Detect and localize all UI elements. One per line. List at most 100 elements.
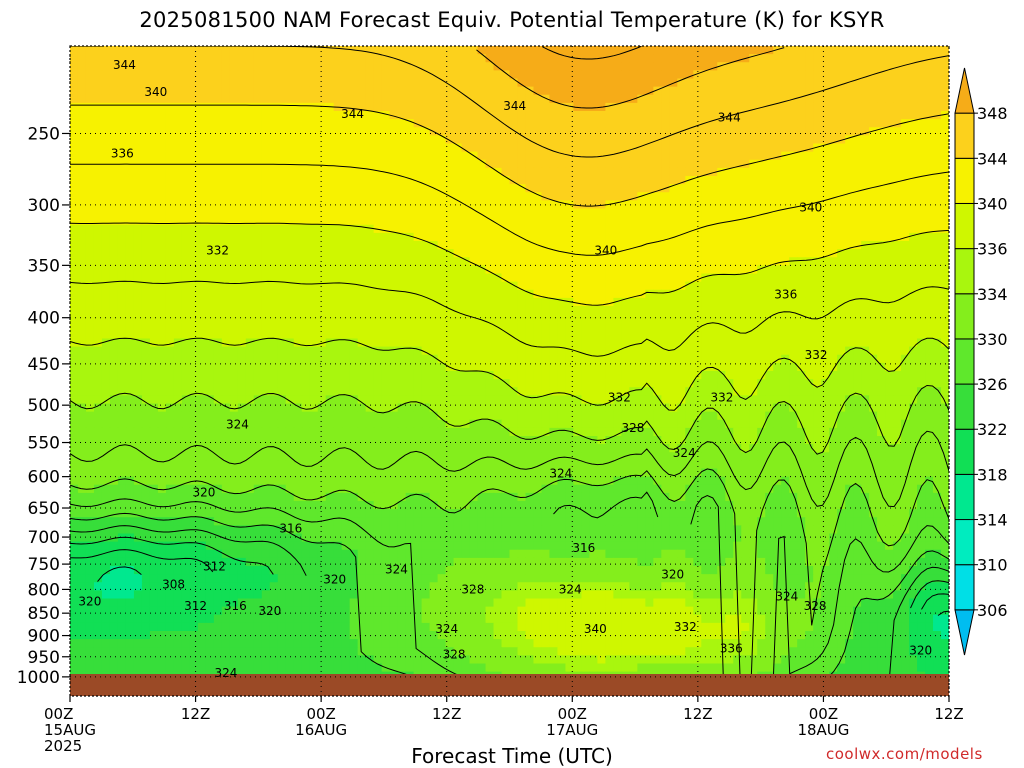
field-cell [349, 135, 359, 145]
field-cell [70, 371, 79, 380]
field-cell [877, 330, 886, 340]
field-cell [589, 273, 598, 283]
field-cell [861, 176, 870, 185]
field-cell [845, 119, 854, 128]
field-cell [429, 403, 439, 413]
field-cell [85, 281, 95, 291]
field-cell [365, 249, 375, 258]
field-cell [317, 192, 327, 201]
field-cell [933, 151, 942, 161]
field-cell [461, 127, 471, 136]
field-cell [293, 403, 303, 413]
field-cell [757, 151, 766, 161]
field-cell [621, 102, 630, 112]
field-cell [493, 143, 503, 153]
field-cell [117, 338, 127, 348]
field-cell [149, 265, 159, 275]
field-cell [221, 241, 231, 250]
field-cell [901, 46, 910, 55]
field-cell [213, 176, 223, 185]
field-cell [885, 143, 894, 153]
field-cell [885, 241, 894, 250]
field-cell [725, 159, 734, 169]
field-cell [485, 159, 495, 169]
field-cell [165, 135, 175, 145]
field-cell [253, 249, 263, 258]
field-cell [437, 200, 447, 210]
field-cell [413, 167, 423, 177]
field-cell [861, 86, 870, 96]
field-cell [429, 86, 439, 96]
field-cell [325, 297, 335, 307]
field-cell [405, 387, 415, 396]
field-cell [325, 281, 335, 291]
field-cell [893, 297, 902, 307]
field-cell [573, 265, 583, 275]
field-cell [149, 411, 159, 421]
field-cell [181, 314, 191, 323]
field-cell [77, 387, 87, 396]
field-cell [405, 111, 415, 120]
field-cell [525, 192, 535, 201]
field-cell [85, 346, 95, 356]
field-cell [533, 167, 543, 177]
field-cell [669, 54, 678, 63]
field-cell [213, 338, 223, 348]
field-cell [349, 208, 359, 218]
field-cell [221, 94, 231, 104]
field-cell [285, 411, 295, 421]
field-cell [549, 184, 559, 193]
field-cell [765, 232, 774, 242]
field-cell [197, 379, 207, 388]
field-cell [525, 346, 535, 356]
field-cell [437, 70, 447, 80]
field-cell [749, 200, 758, 210]
field-cell [813, 265, 822, 275]
field-cell [325, 62, 335, 71]
field-cell [773, 54, 782, 63]
field-cell [669, 176, 678, 185]
field-cell [509, 395, 519, 405]
field-cell [797, 159, 806, 169]
field-cell [517, 346, 527, 356]
field-cell [189, 111, 199, 120]
field-cell [261, 249, 271, 258]
field-cell [325, 159, 335, 169]
field-cell [317, 411, 327, 421]
field-cell [645, 70, 654, 80]
field-cell [885, 167, 894, 177]
field-cell [637, 297, 646, 307]
field-cell [269, 273, 279, 283]
field-cell [445, 135, 455, 145]
field-cell [725, 94, 734, 104]
field-cell [789, 70, 798, 80]
field-cell [829, 167, 838, 177]
field-cell [893, 62, 902, 71]
field-cell [693, 395, 702, 405]
field-cell [853, 289, 862, 299]
field-cell [661, 265, 670, 275]
field-cell [741, 338, 750, 348]
field-cell [117, 94, 127, 104]
field-cell [101, 306, 111, 315]
field-cell [653, 403, 662, 413]
field-cell [941, 314, 949, 323]
field-cell [165, 281, 175, 291]
field-cell [589, 387, 598, 396]
field-cell [93, 249, 103, 258]
field-cell [653, 46, 662, 55]
field-cell [829, 387, 838, 396]
field-cell [821, 379, 830, 388]
field-cell [133, 338, 143, 348]
field-cell [477, 176, 487, 185]
field-cell [365, 224, 375, 234]
field-cell [533, 135, 543, 145]
field-cell [637, 265, 646, 275]
field-cell [805, 330, 814, 340]
field-cell [789, 216, 798, 226]
field-cell [277, 135, 287, 145]
field-cell [573, 362, 583, 372]
field-cell [501, 354, 511, 364]
field-cell [253, 46, 263, 55]
field-cell [717, 54, 726, 63]
